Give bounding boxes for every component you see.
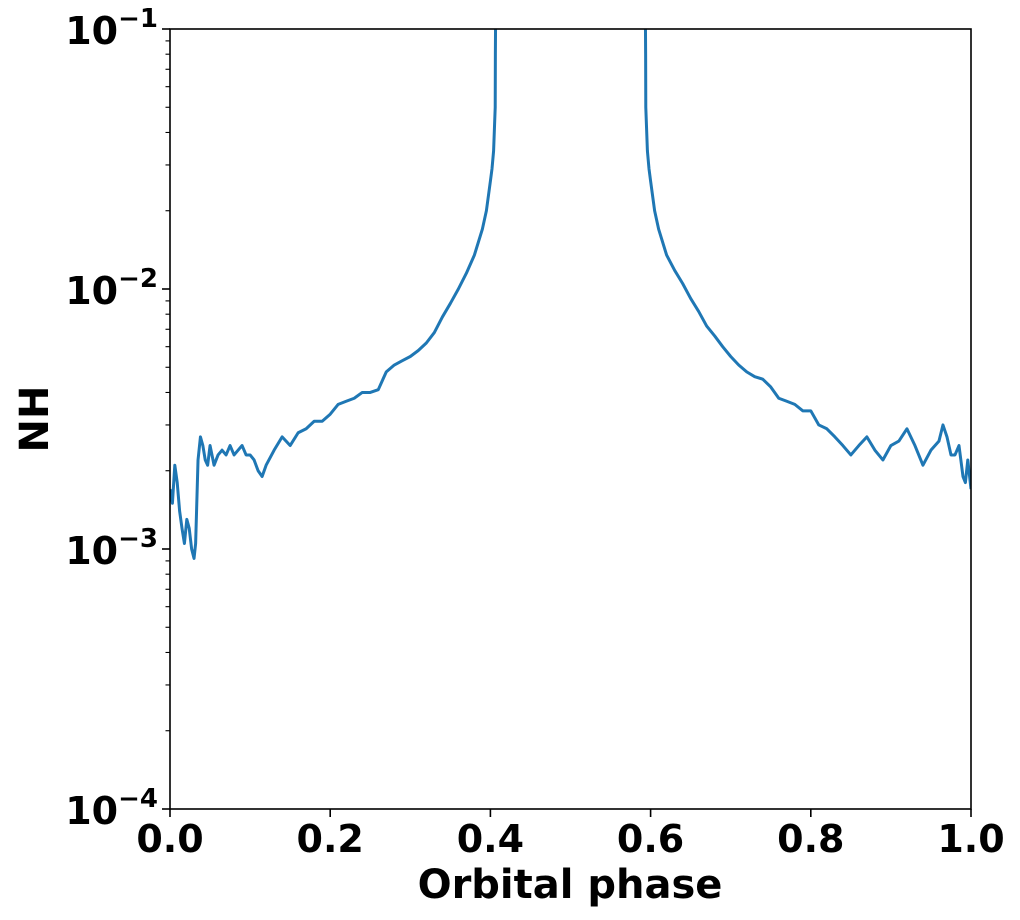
y-tick-label: 10−4 <box>65 784 158 833</box>
y-tick-base: 10 <box>65 9 118 53</box>
x-tick-label: 0.6 <box>617 817 684 861</box>
y-tick-label: 10−1 <box>65 4 158 53</box>
y-tick-exponent: −3 <box>118 524 158 554</box>
y-tick-exponent: −4 <box>118 784 158 814</box>
plot-area <box>170 29 971 560</box>
y-tick-exponent: −2 <box>118 264 158 294</box>
x-axis-label: Orbital phase <box>418 862 723 908</box>
x-tick-label: 0.2 <box>297 817 364 861</box>
series-line-segment-2 <box>643 29 971 490</box>
y-axis-label: NH <box>12 386 58 453</box>
series-line-segment-1 <box>170 29 498 560</box>
y-tick-base: 10 <box>65 529 118 573</box>
x-tick-label: 0.0 <box>136 817 203 861</box>
y-tick-label: 10−3 <box>65 524 158 573</box>
axes-frame <box>169 28 972 810</box>
x-tick-label: 1.0 <box>937 817 1004 861</box>
y-axis: 10−110−210−310−4 <box>65 4 170 833</box>
y-tick-base: 10 <box>65 269 118 313</box>
y-tick-exponent: −1 <box>118 4 158 34</box>
y-tick-base: 10 <box>65 789 118 833</box>
x-tick-label: 0.4 <box>457 817 524 861</box>
x-tick-label: 0.8 <box>777 817 844 861</box>
x-axis: 0.0 0.2 0.4 0.6 0.8 1.0 <box>136 809 1005 861</box>
y-tick-label: 10−2 <box>65 264 158 313</box>
